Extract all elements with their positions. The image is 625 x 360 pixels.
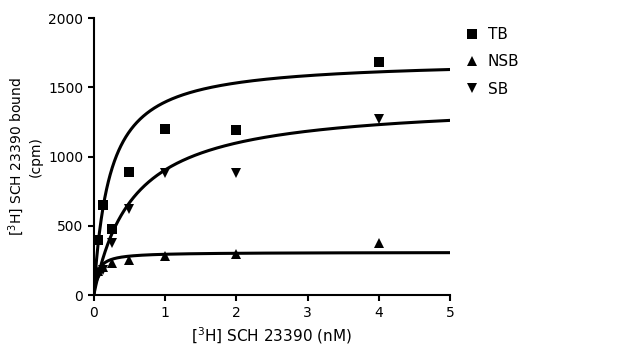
Legend: TB, NSB, SB: TB, NSB, SB	[465, 26, 521, 98]
Y-axis label: [$^{3}$H] SCH 23390 bound
(cpm): [$^{3}$H] SCH 23390 bound (cpm)	[7, 77, 43, 236]
X-axis label: [$^{3}$H] SCH 23390 (nM): [$^{3}$H] SCH 23390 (nM)	[191, 325, 352, 346]
